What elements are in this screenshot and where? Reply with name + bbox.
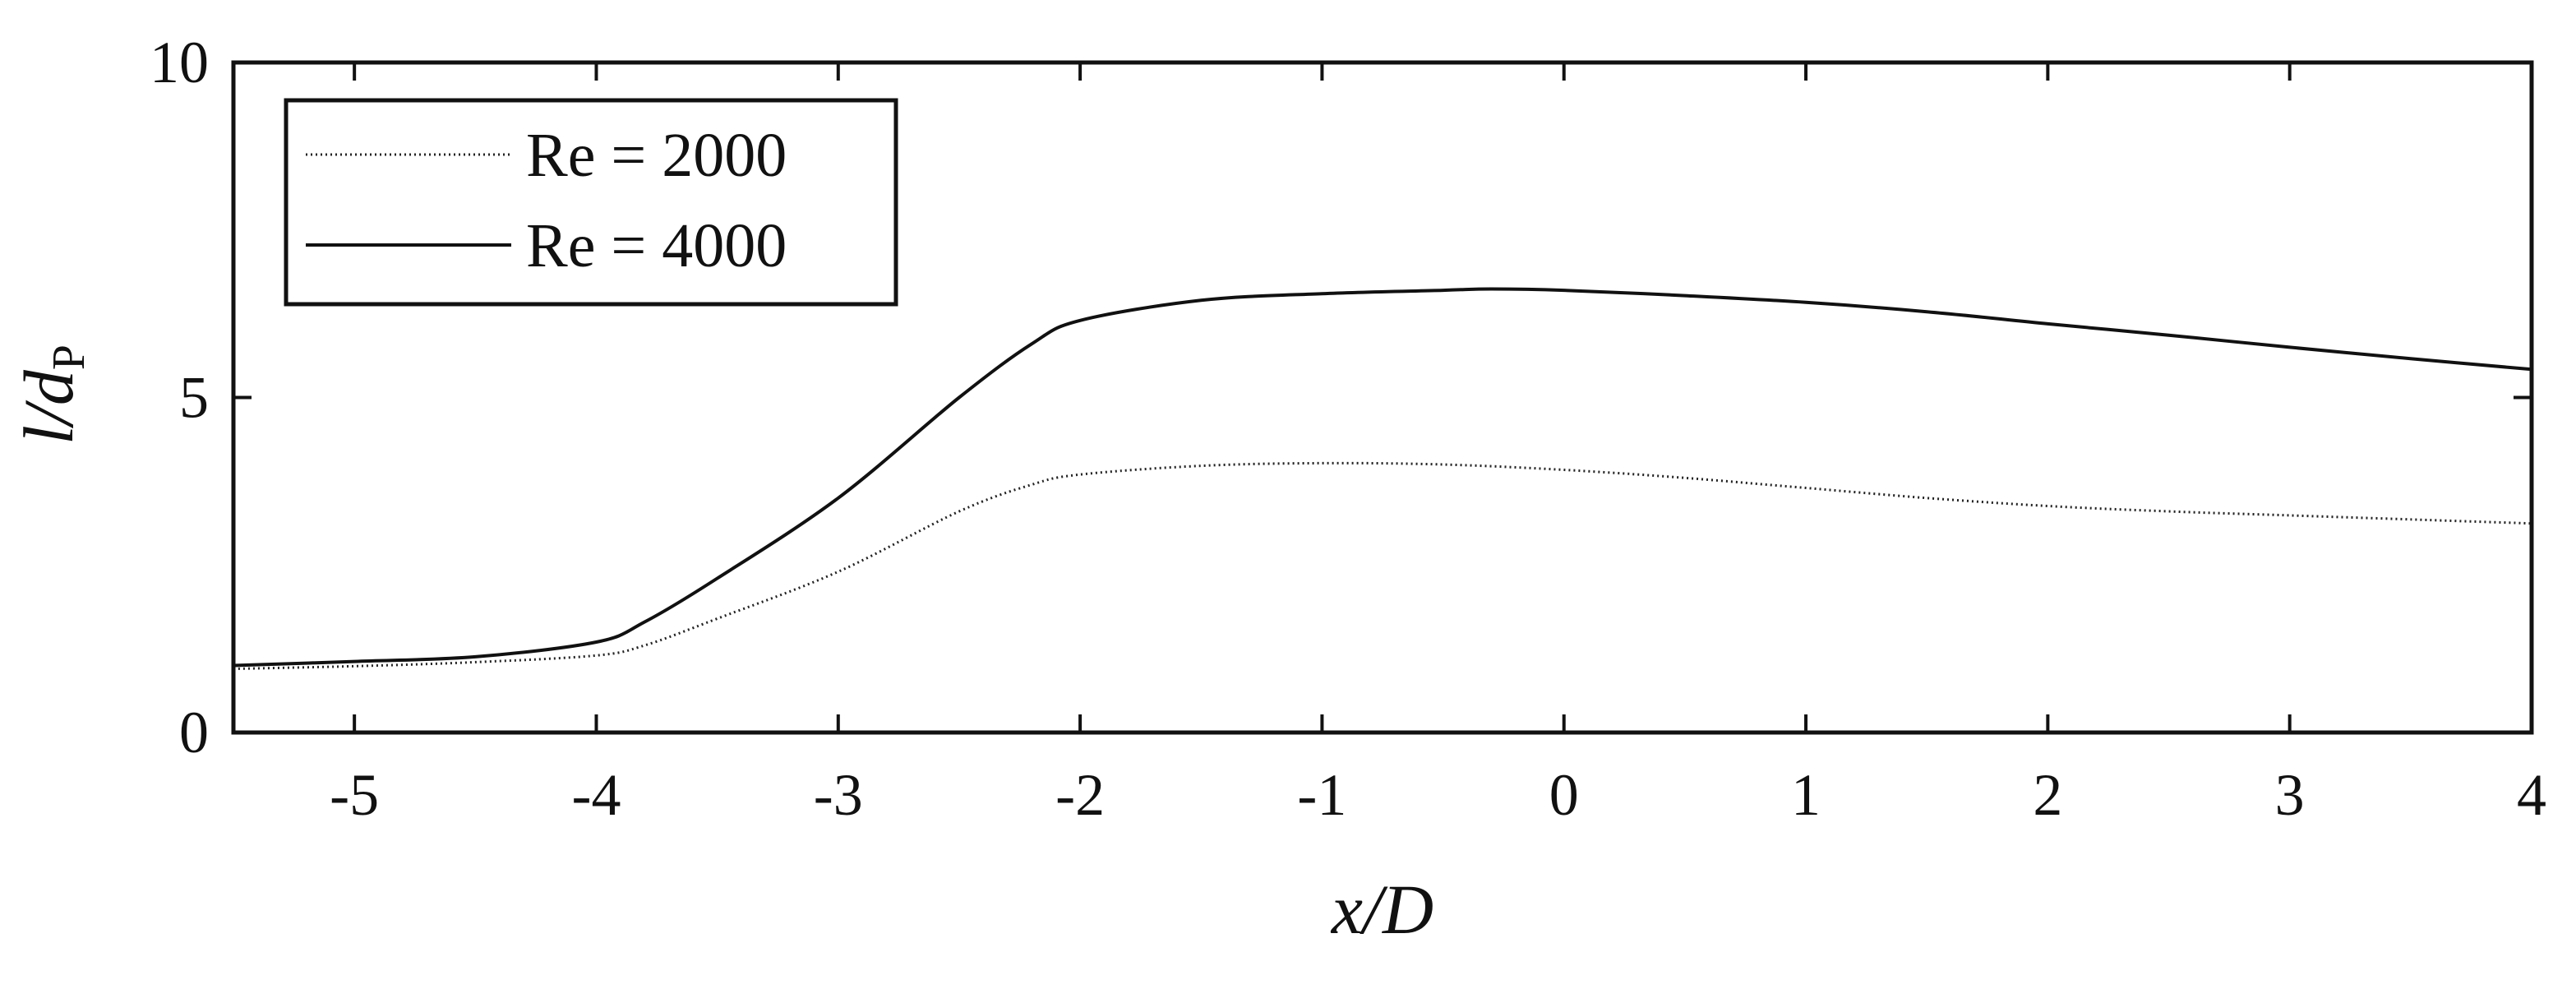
x-tick-label: 4	[2517, 762, 2546, 828]
legend-box	[284, 98, 898, 307]
x-tick-label: 1	[1791, 762, 1821, 828]
x-tick-label: -5	[330, 762, 379, 828]
x-tick-label: -4	[571, 762, 621, 828]
x-tick-label: 2	[2033, 762, 2062, 828]
x-tick-label: -3	[814, 762, 863, 828]
x-axis-label: x/D	[1330, 870, 1433, 949]
x-tick-label: -2	[1055, 762, 1105, 828]
x-tick-label: -1	[1297, 762, 1346, 828]
y-tick-label: 0	[179, 700, 209, 765]
y-axis-label-main: l/d	[9, 369, 88, 445]
series-line-re-4000	[233, 287, 2532, 668]
y-axis-label-subscript: P	[44, 344, 95, 370]
x-tick-label: 3	[2275, 762, 2305, 828]
x-tick-label: 0	[1549, 762, 1579, 828]
y-axis-label: l/dP	[9, 344, 95, 445]
y-tick-label: 10	[150, 30, 209, 95]
y-tick-label: 5	[179, 365, 209, 431]
series-line-re-2000	[233, 461, 2532, 671]
legend: Re = 2000 Re = 4000	[284, 98, 898, 307]
legend-label-re2000: Re = 2000	[526, 121, 787, 190]
legend-label-re4000: Re = 4000	[526, 211, 787, 280]
svg-text:l/dP: l/dP	[9, 344, 95, 445]
